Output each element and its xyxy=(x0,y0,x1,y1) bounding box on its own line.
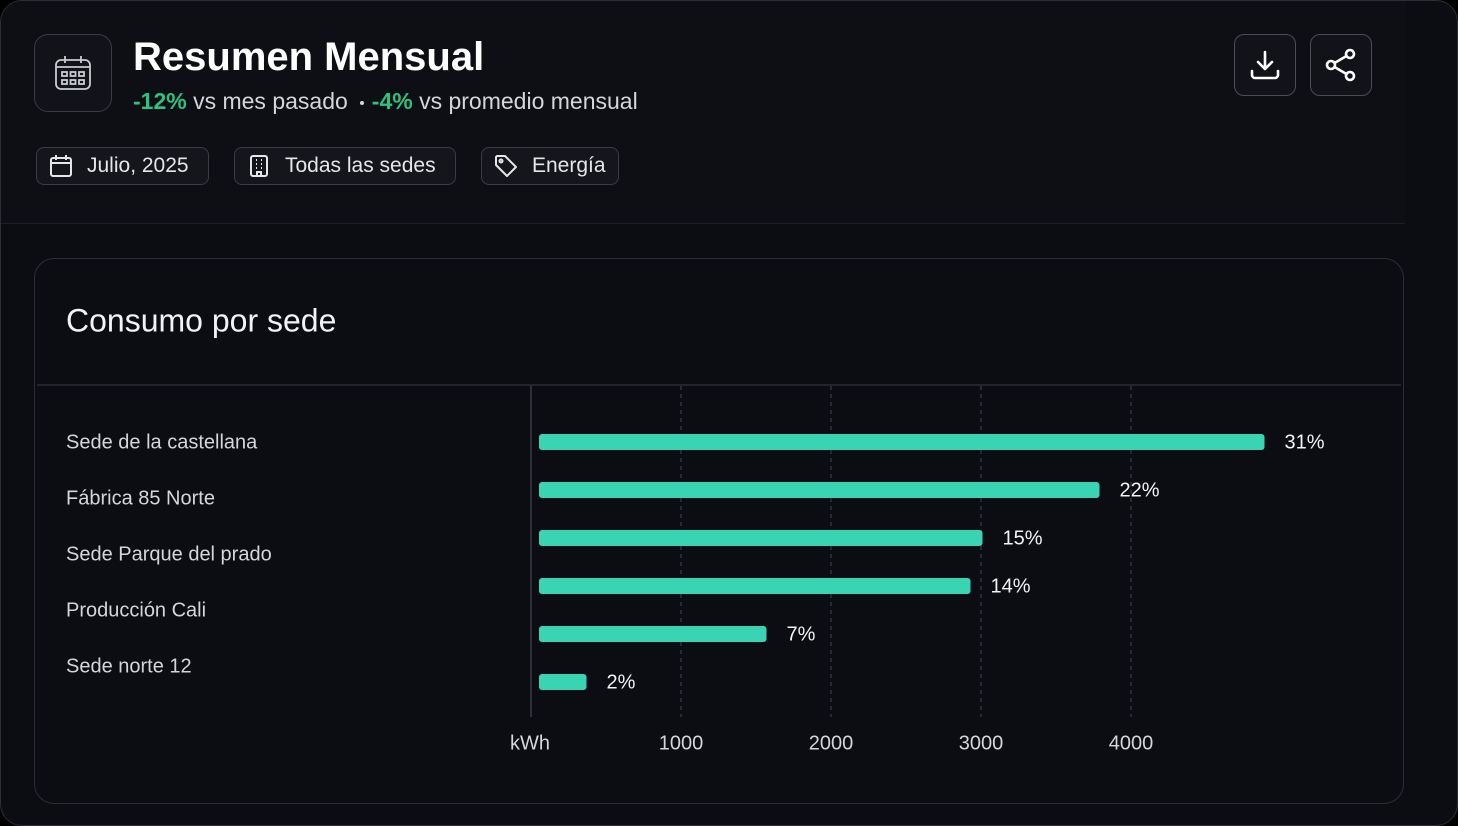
filter-chip[interactable]: Julio, 2025 xyxy=(36,147,209,185)
bar-label: 2% xyxy=(607,671,636,693)
x-tick-label: 3000 xyxy=(959,732,1004,754)
bar-label: 14% xyxy=(991,575,1031,597)
icon xyxy=(1325,48,1356,82)
category-label: Fábrica 85 Norte xyxy=(66,487,215,509)
bar xyxy=(539,578,971,594)
category-label: Producción Cali xyxy=(66,599,206,621)
header: Resumen Mensual -12% vs mes pasado -4% vs… xyxy=(1,1,1405,224)
chart-card: Consumo por sede kWh 1000 2000 3000 4000 Sede… xyxy=(34,258,1404,804)
bar xyxy=(539,626,767,642)
bar-label: 7% xyxy=(787,623,816,645)
change-text: vs mes pasado xyxy=(193,88,348,114)
chart-title: Consumo por sede xyxy=(66,302,336,338)
icon xyxy=(50,155,72,177)
calendar-icon xyxy=(34,34,112,112)
x-axis-label: kWh xyxy=(510,732,550,754)
filter-chip[interactable]: Energía xyxy=(481,147,619,185)
change: -4% xyxy=(371,88,413,114)
filter-label: Julio, 2025 xyxy=(87,154,189,177)
bar xyxy=(539,482,1100,498)
bar-label: 15% xyxy=(1003,527,1043,549)
x-tick-label: 2000 xyxy=(809,732,854,754)
separator xyxy=(359,100,364,105)
icon xyxy=(1250,50,1280,80)
category-label: Sede Parque del prado xyxy=(66,543,272,565)
filter-chip[interactable]: Todas las sedes xyxy=(234,147,456,185)
change: -12% xyxy=(133,88,187,114)
download-button[interactable] xyxy=(1234,34,1296,96)
bar-label: 22% xyxy=(1120,479,1160,501)
chart: Consumo por sede kWh 1000 2000 3000 4000 Sede… xyxy=(37,302,1401,754)
bar xyxy=(539,434,1265,450)
filter-label: Todas las sedes xyxy=(285,154,436,177)
filter-label: Energía xyxy=(532,154,606,177)
icon xyxy=(55,56,91,90)
share-button[interactable] xyxy=(1310,34,1372,96)
bar xyxy=(539,674,587,690)
bar xyxy=(539,530,983,546)
subtitle: -12% vs mes pasado -4% vs promedio mensua… xyxy=(133,88,638,115)
category-label: Sede norte 12 xyxy=(66,655,192,677)
icon xyxy=(250,155,268,177)
icon xyxy=(495,155,517,177)
x-tick-label: 1000 xyxy=(659,732,704,754)
page-title: Resumen Mensual xyxy=(133,35,485,79)
change-text: vs promedio mensual xyxy=(419,88,638,114)
x-tick-label: 4000 xyxy=(1109,732,1154,754)
category-label: Sede de la castellana xyxy=(66,431,258,453)
bar-label: 31% xyxy=(1285,431,1325,453)
